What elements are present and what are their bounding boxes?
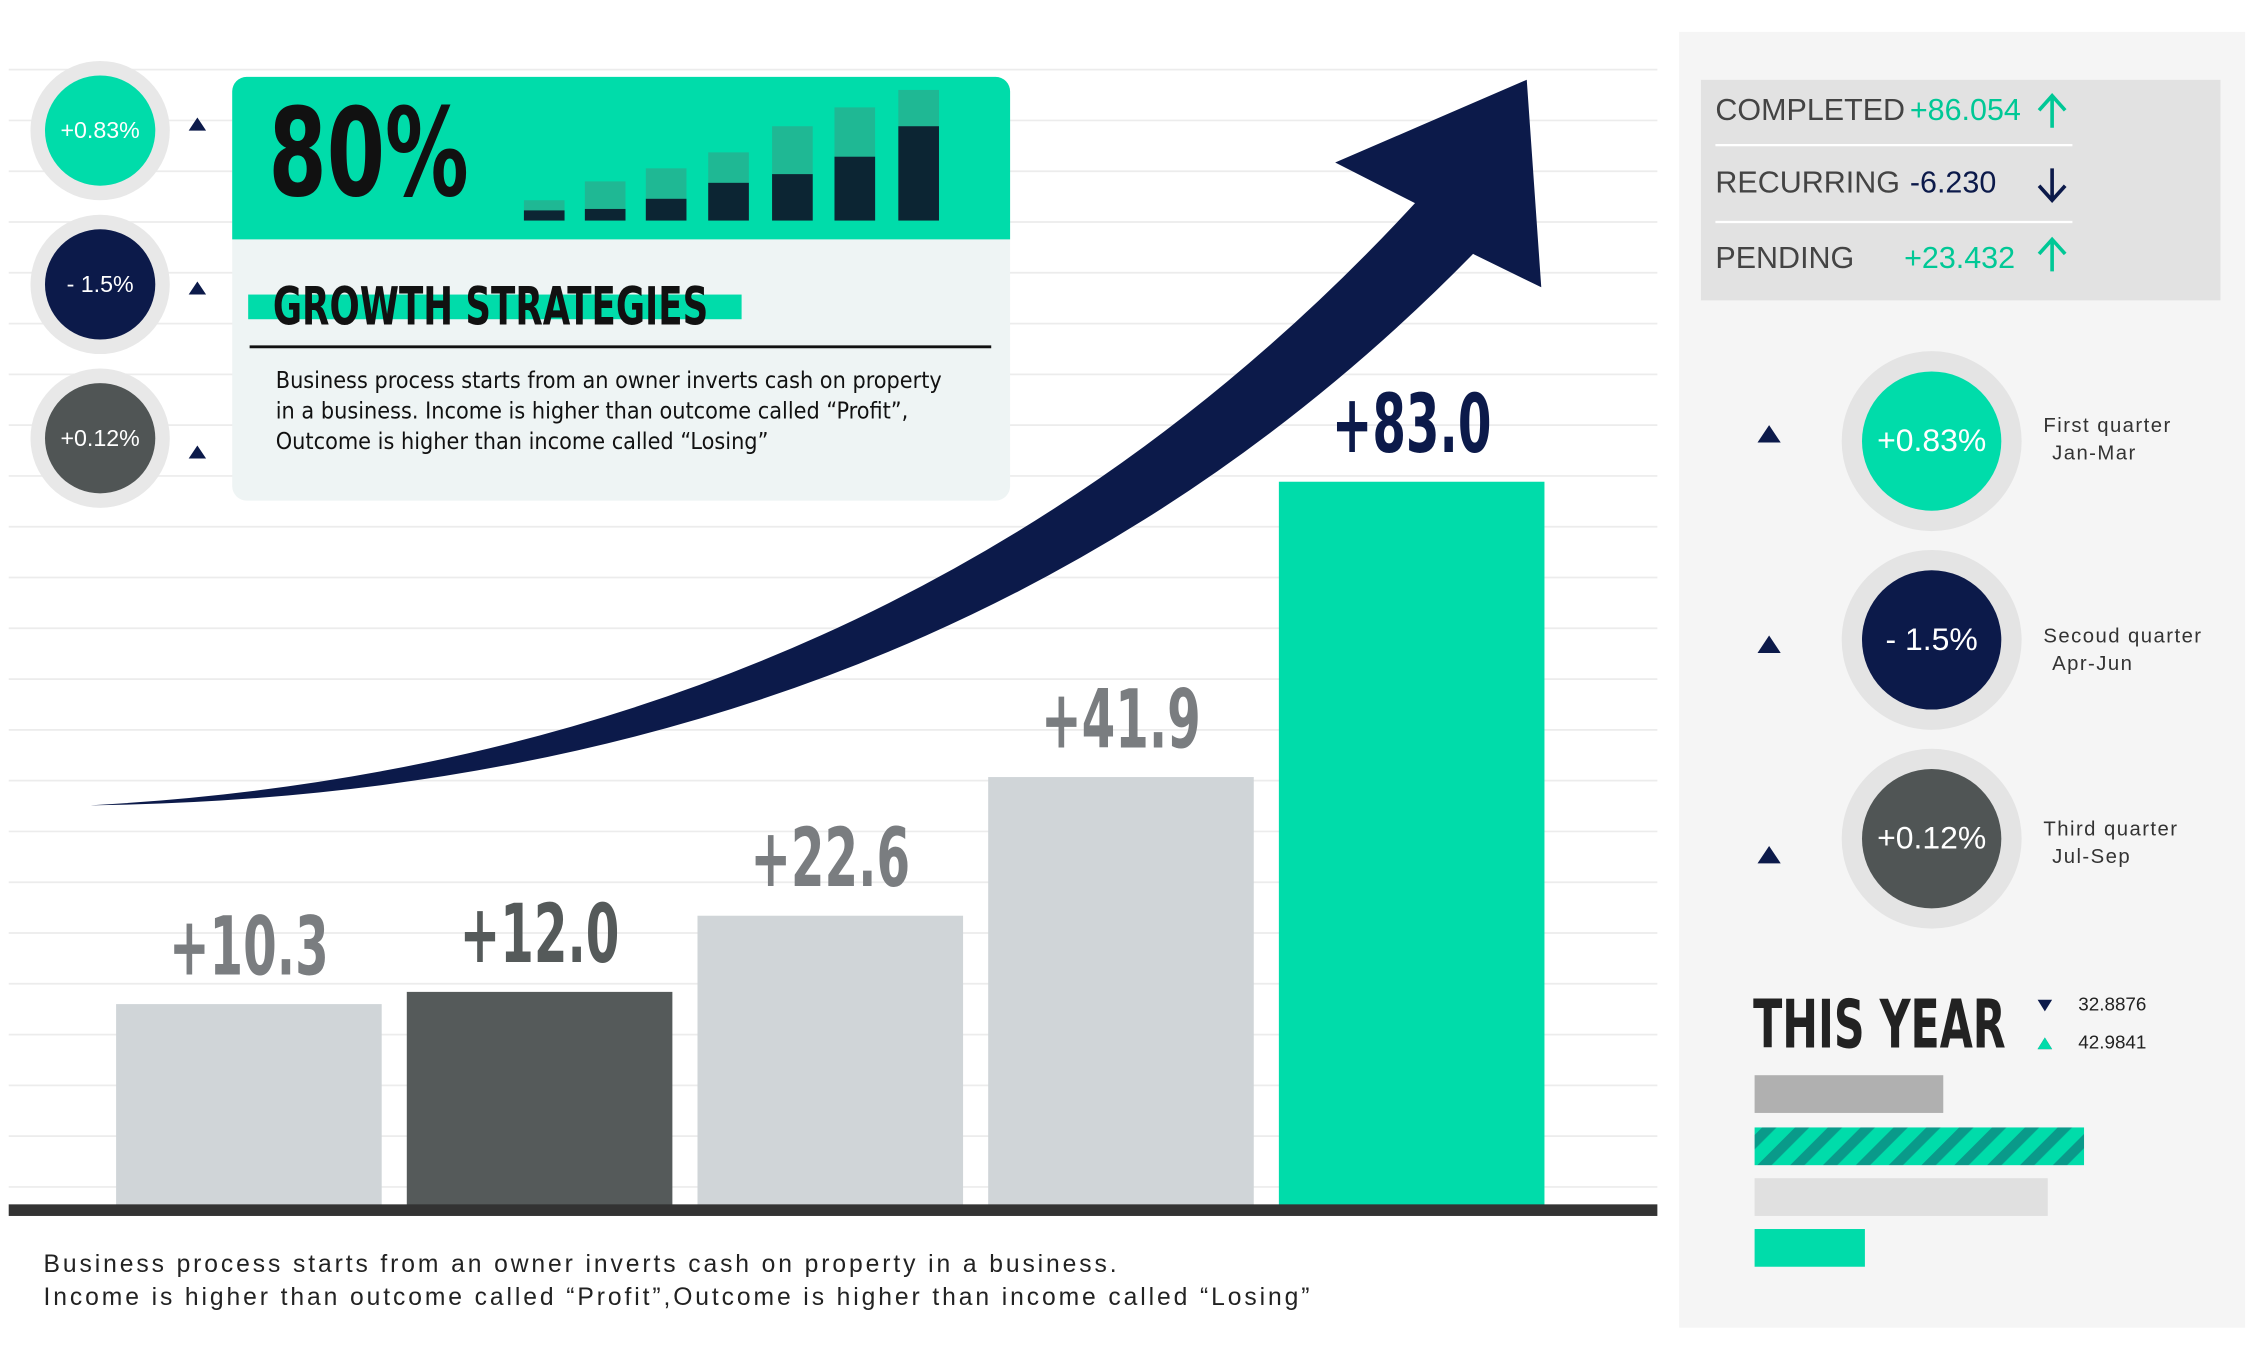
quarter-name: First quarter: [2043, 415, 2171, 437]
value-label: +22.6: [750, 812, 910, 906]
badge-label: +0.83%: [60, 117, 139, 143]
stat-label: RECURRING: [1715, 165, 1900, 199]
quarters: [1757, 351, 2022, 929]
quarter-value: +0.83%: [1877, 422, 1986, 458]
footer-text: Income is higher than outcome called “Pr…: [44, 1284, 1313, 1311]
growth-arrow: [89, 79, 1542, 806]
stat-value: +86.054: [1910, 93, 2021, 127]
quarter-value: +0.12%: [1877, 820, 1986, 856]
stat-value: +23.432: [1904, 241, 2015, 275]
footer-text: Business process starts from an owner in…: [44, 1251, 1120, 1278]
value-label: +41.9: [1041, 673, 1201, 767]
quarter-months: Jul-Sep: [2052, 846, 2131, 868]
quarter-months: Apr-Jun: [2052, 653, 2133, 675]
this-year-down: 32.8876: [2078, 994, 2146, 1015]
badge-label: +0.12%: [60, 425, 139, 451]
this-year-up: 42.9841: [2078, 1031, 2146, 1052]
header-text: Outcome is higher than income called “Lo…: [276, 428, 769, 455]
baseline: [8, 1204, 1658, 1216]
legend-marker: [2037, 1037, 2053, 1050]
stat-value: -6.230: [1910, 165, 1996, 199]
stats-box: [1700, 79, 2221, 301]
bar: [406, 991, 673, 1206]
quarter-months: Jan-Mar: [2052, 443, 2137, 465]
value-label: +10.3: [169, 900, 329, 994]
stat-label: PENDING: [1715, 241, 1854, 275]
bar: [697, 915, 964, 1206]
value-label: +83.0: [1332, 378, 1492, 472]
quarter-name: Third quarter: [2043, 818, 2178, 840]
bar: [988, 777, 1254, 1206]
header-title: GROWTH STRATEGIES: [273, 278, 708, 338]
stat-label: COMPLETED: [1715, 93, 1905, 127]
header-text: in a business. Income is higher than out…: [276, 398, 909, 425]
bar: [1278, 481, 1545, 1206]
header-text: Business process starts from an owner in…: [276, 367, 942, 394]
this-year-title: THIS YEAR: [1753, 985, 2006, 1063]
quarter-value: - 1.5%: [1886, 621, 1978, 657]
side-badges: [30, 60, 207, 508]
header-percent: 80%: [268, 83, 468, 225]
badge-label: - 1.5%: [67, 271, 134, 297]
title-highlight: [248, 294, 742, 320]
quarter-name: Secoud quarter: [2043, 625, 2202, 647]
header-top: [232, 76, 1011, 240]
header-icon-bars: [523, 89, 939, 221]
this-year-bars: [1754, 1075, 2085, 1267]
value-label: +12.0: [460, 888, 620, 982]
bar: [116, 1004, 382, 1206]
arrows: [2037, 93, 2067, 272]
